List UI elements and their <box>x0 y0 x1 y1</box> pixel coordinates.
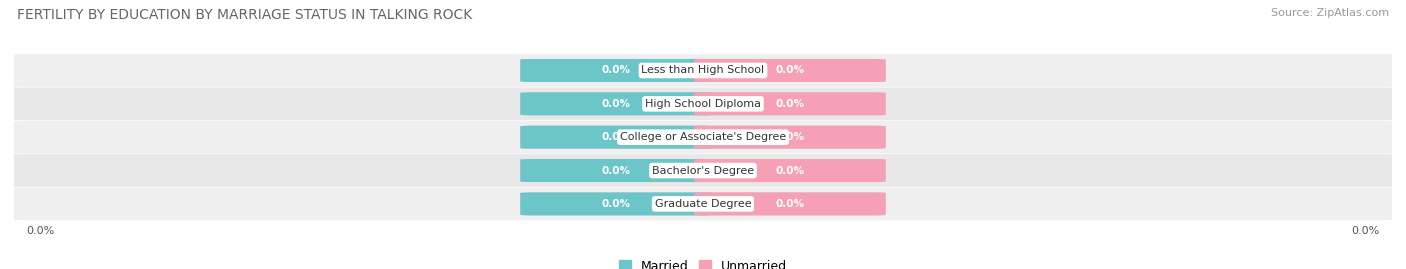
FancyBboxPatch shape <box>695 159 886 182</box>
Text: 0.0%: 0.0% <box>27 226 55 236</box>
FancyBboxPatch shape <box>520 192 711 215</box>
Text: High School Diploma: High School Diploma <box>645 99 761 109</box>
Text: Source: ZipAtlas.com: Source: ZipAtlas.com <box>1271 8 1389 18</box>
FancyBboxPatch shape <box>695 59 886 82</box>
FancyBboxPatch shape <box>520 159 711 182</box>
Text: 0.0%: 0.0% <box>602 99 631 109</box>
Text: 0.0%: 0.0% <box>1351 226 1379 236</box>
FancyBboxPatch shape <box>520 126 711 149</box>
FancyBboxPatch shape <box>520 159 711 182</box>
FancyBboxPatch shape <box>695 92 886 115</box>
Text: Less than High School: Less than High School <box>641 65 765 76</box>
FancyBboxPatch shape <box>520 126 711 149</box>
FancyBboxPatch shape <box>1 187 1405 220</box>
Legend: Married, Unmarried: Married, Unmarried <box>613 255 793 269</box>
Text: 0.0%: 0.0% <box>775 65 804 76</box>
Text: 0.0%: 0.0% <box>775 132 804 142</box>
Text: 0.0%: 0.0% <box>602 165 631 176</box>
Text: 0.0%: 0.0% <box>775 99 804 109</box>
FancyBboxPatch shape <box>695 126 886 149</box>
Text: 0.0%: 0.0% <box>775 165 804 176</box>
Text: Graduate Degree: Graduate Degree <box>655 199 751 209</box>
Text: 0.0%: 0.0% <box>602 65 631 76</box>
FancyBboxPatch shape <box>1 121 1405 154</box>
FancyBboxPatch shape <box>695 59 886 82</box>
Text: 0.0%: 0.0% <box>602 199 631 209</box>
FancyBboxPatch shape <box>695 192 886 215</box>
Text: College or Associate's Degree: College or Associate's Degree <box>620 132 786 142</box>
FancyBboxPatch shape <box>695 159 886 182</box>
Text: 0.0%: 0.0% <box>602 132 631 142</box>
FancyBboxPatch shape <box>520 59 711 82</box>
Text: Bachelor's Degree: Bachelor's Degree <box>652 165 754 176</box>
FancyBboxPatch shape <box>695 192 886 215</box>
Text: 0.0%: 0.0% <box>775 199 804 209</box>
Text: FERTILITY BY EDUCATION BY MARRIAGE STATUS IN TALKING ROCK: FERTILITY BY EDUCATION BY MARRIAGE STATU… <box>17 8 472 22</box>
FancyBboxPatch shape <box>695 126 886 149</box>
FancyBboxPatch shape <box>520 92 711 115</box>
FancyBboxPatch shape <box>1 154 1405 187</box>
FancyBboxPatch shape <box>695 92 886 115</box>
FancyBboxPatch shape <box>1 54 1405 87</box>
FancyBboxPatch shape <box>1 87 1405 120</box>
FancyBboxPatch shape <box>520 192 711 215</box>
FancyBboxPatch shape <box>520 59 711 82</box>
FancyBboxPatch shape <box>520 92 711 115</box>
